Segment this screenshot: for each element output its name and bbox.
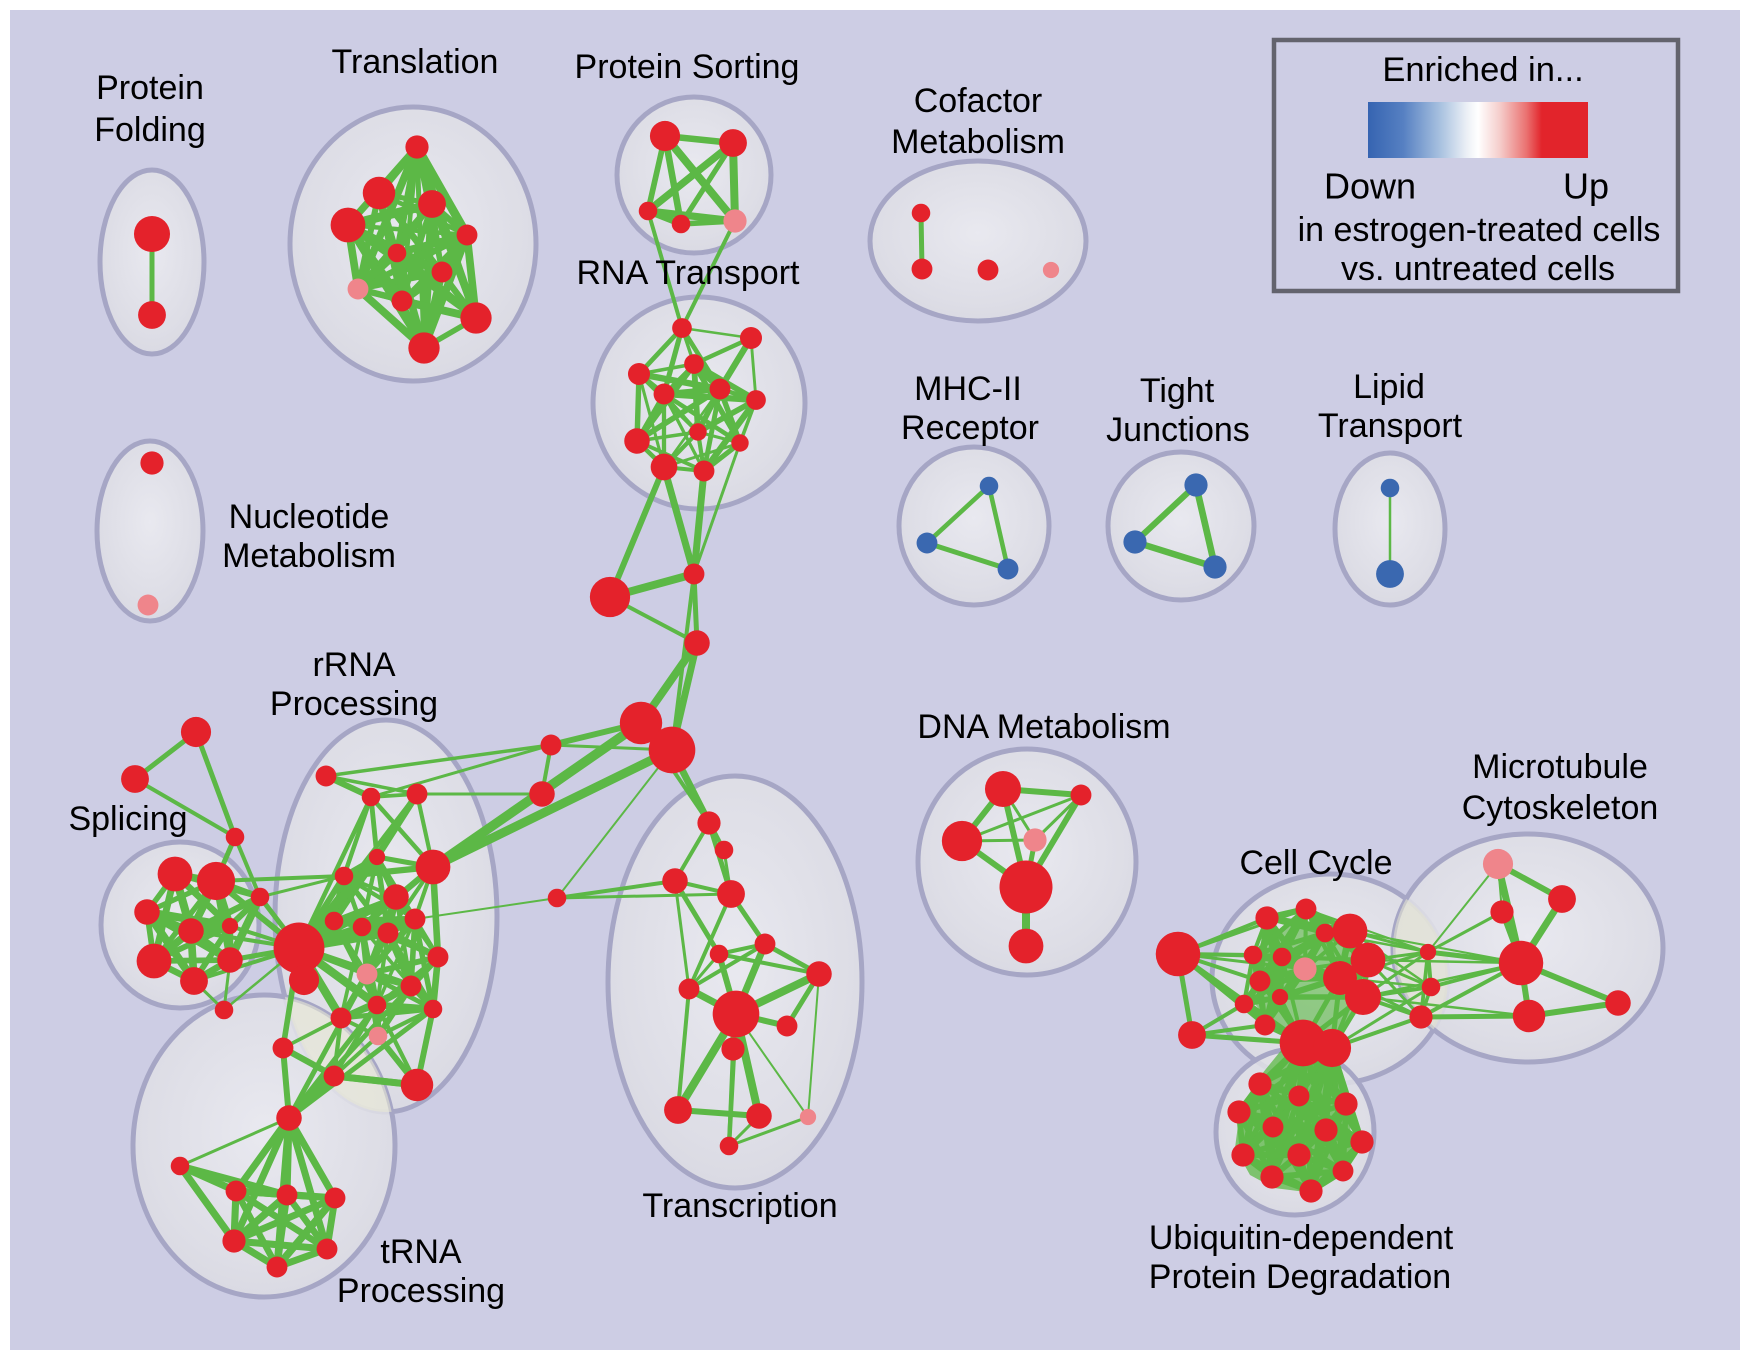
svg-text:Receptor: Receptor — [901, 409, 1039, 447]
svg-text:RNA Transport: RNA Transport — [577, 254, 801, 292]
svg-text:Microtubule: Microtubule — [1472, 748, 1648, 786]
svg-text:Metabolism: Metabolism — [222, 537, 396, 575]
svg-text:Enriched in...: Enriched in... — [1382, 51, 1583, 89]
svg-text:Protein Degradation: Protein Degradation — [1149, 1258, 1451, 1296]
svg-text:Folding: Folding — [94, 111, 206, 149]
svg-text:vs. untreated cells: vs. untreated cells — [1341, 250, 1615, 288]
svg-text:tRNA: tRNA — [380, 1233, 462, 1271]
svg-text:Nucleotide: Nucleotide — [229, 498, 390, 536]
svg-text:Protein Sorting: Protein Sorting — [575, 48, 800, 86]
svg-text:in estrogen-treated cells: in estrogen-treated cells — [1298, 211, 1661, 249]
svg-text:Processing: Processing — [270, 685, 438, 723]
svg-text:Splicing: Splicing — [68, 800, 187, 838]
svg-text:Metabolism: Metabolism — [891, 123, 1065, 161]
svg-text:Up: Up — [1563, 166, 1609, 207]
svg-text:Down: Down — [1324, 166, 1416, 207]
svg-text:Protein: Protein — [96, 69, 204, 107]
svg-text:Cofactor: Cofactor — [914, 82, 1043, 120]
svg-text:Lipid: Lipid — [1353, 368, 1425, 406]
svg-text:Junctions: Junctions — [1106, 411, 1250, 449]
svg-text:Translation: Translation — [332, 43, 499, 81]
svg-text:Processing: Processing — [337, 1272, 505, 1310]
svg-text:Transport: Transport — [1318, 407, 1463, 445]
svg-text:Cytoskeleton: Cytoskeleton — [1462, 789, 1659, 827]
svg-text:Cell Cycle: Cell Cycle — [1239, 844, 1392, 882]
svg-text:Ubiquitin-dependent: Ubiquitin-dependent — [1149, 1219, 1454, 1257]
svg-text:MHC-II: MHC-II — [914, 370, 1022, 408]
svg-text:rRNA: rRNA — [312, 646, 395, 684]
svg-text:Transcription: Transcription — [642, 1187, 837, 1225]
svg-text:Tight: Tight — [1140, 372, 1215, 410]
svg-text:DNA Metabolism: DNA Metabolism — [917, 708, 1170, 746]
